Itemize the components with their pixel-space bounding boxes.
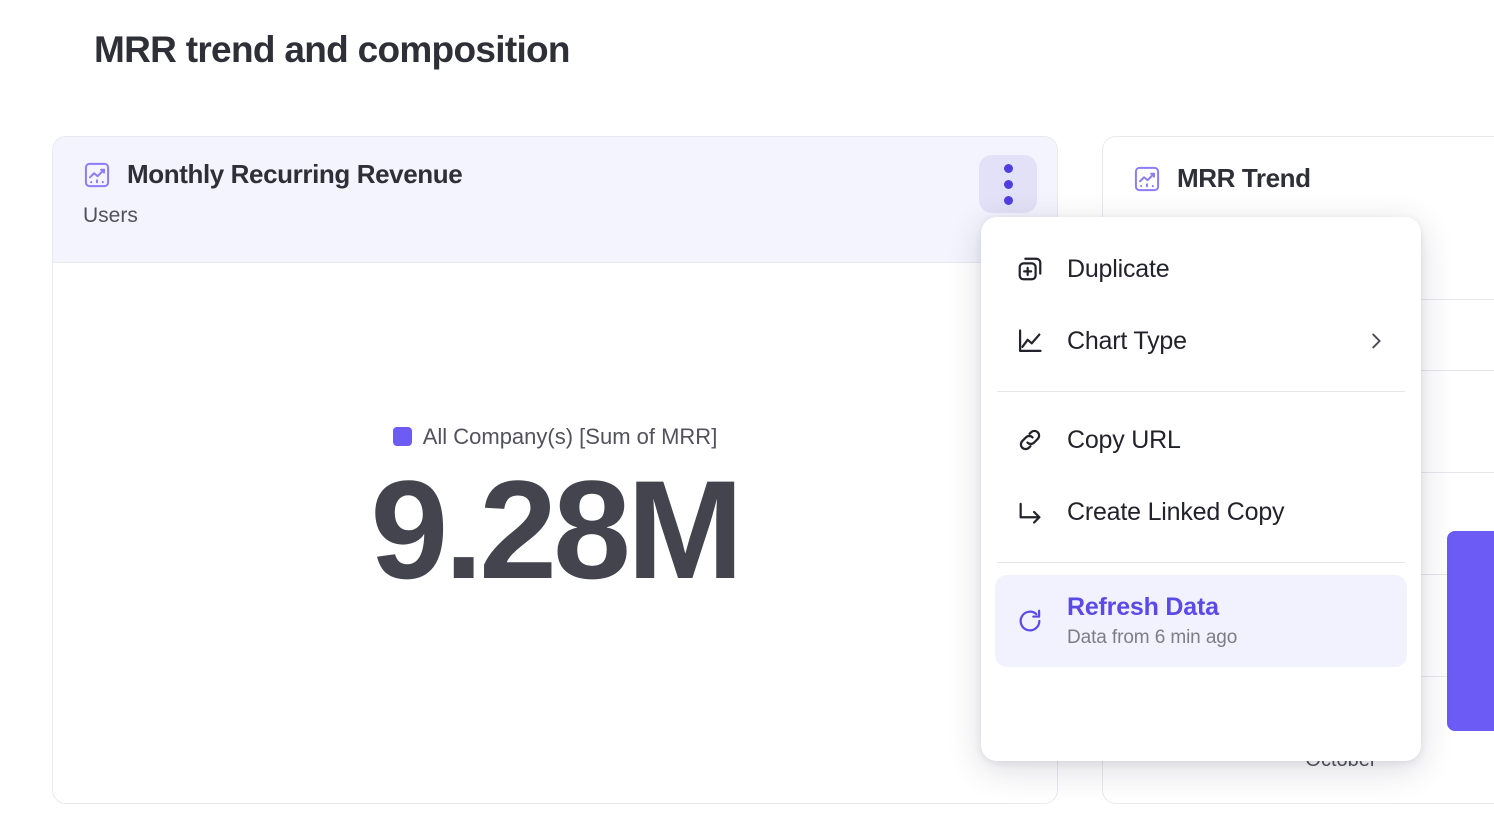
menu-item-chart-type[interactable]: Chart Type [995, 305, 1407, 377]
kebab-dot [1003, 179, 1013, 189]
page-title: MRR trend and composition [94, 29, 571, 70]
menu-item-label: Copy URL [1067, 425, 1181, 454]
legend-swatch-icon [392, 427, 412, 446]
menu-item-label: Chart Type [1067, 326, 1187, 355]
arrow-elbow-icon [1015, 497, 1045, 527]
menu-item-copy-url[interactable]: Copy URL [995, 404, 1407, 476]
kebab-menu-button[interactable] [979, 155, 1037, 213]
link-icon [1015, 425, 1045, 455]
card-monthly-recurring-revenue: Monthly Recurring Revenue Users All Comp… [52, 136, 1058, 804]
chart-card-icon [1133, 165, 1161, 193]
kebab-dot [1003, 195, 1013, 205]
menu-divider [997, 391, 1405, 392]
menu-item-refresh-data[interactable]: Refresh Data Data from 6 min ago [995, 575, 1407, 667]
kpi-card-header: Monthly Recurring Revenue Users [53, 137, 1057, 263]
menu-item-duplicate[interactable]: Duplicate [995, 233, 1407, 305]
kpi-legend: All Company(s) [Sum of MRR] [392, 423, 718, 450]
chart-card-icon [83, 161, 111, 189]
kpi-value: 9.28M [370, 450, 743, 608]
line-chart-icon [1015, 326, 1045, 356]
refresh-icon [1015, 606, 1045, 636]
duplicate-icon [1015, 254, 1045, 284]
menu-item-label: Duplicate [1067, 254, 1170, 283]
kpi-card-title: Monthly Recurring Revenue [127, 159, 463, 189]
kpi-card-subtitle: Users [83, 204, 138, 227]
kpi-legend-label: All Company(s) [Sum of MRR] [422, 423, 718, 449]
kebab-dot [1003, 163, 1013, 173]
menu-item-label: Create Linked Copy [1067, 497, 1285, 526]
bar-october[interactable] [1447, 531, 1494, 731]
kpi-body: All Company(s) [Sum of MRR] 9.28M [53, 263, 1057, 803]
menu-item-label: Refresh Data [1067, 593, 1219, 621]
menu-item-create-linked-copy[interactable]: Create Linked Copy [995, 476, 1407, 548]
menu-item-sublabel: Data from 6 min ago [1067, 627, 1238, 648]
menu-divider [997, 562, 1405, 563]
trend-card-title: MRR Trend [1177, 163, 1311, 193]
chart-bars [1139, 253, 1494, 731]
context-menu: Duplicate Chart Type [981, 217, 1421, 761]
chevron-right-icon [1365, 330, 1387, 352]
